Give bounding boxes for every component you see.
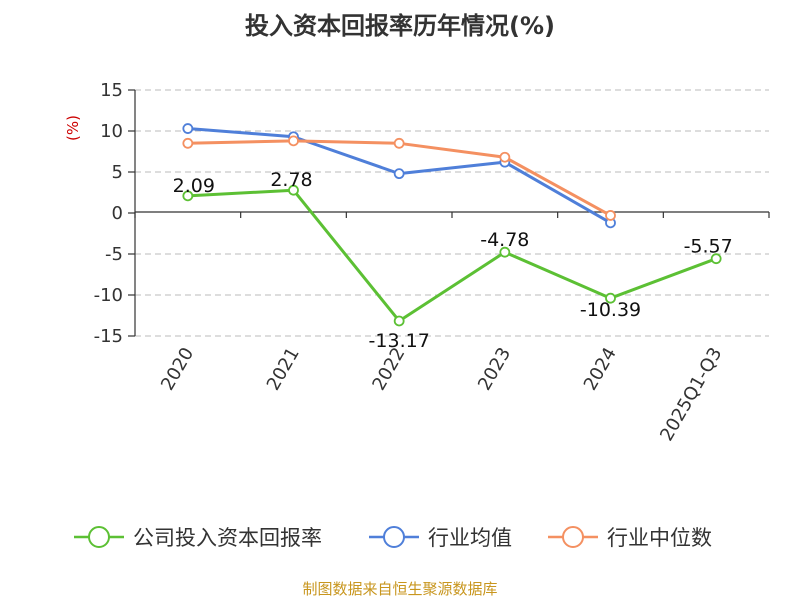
legend-marker-icon xyxy=(562,526,584,548)
data-label: -10.39 xyxy=(580,299,641,321)
data-label: -13.17 xyxy=(369,330,430,352)
legend-marker-icon xyxy=(383,526,405,548)
data-label-layer: 2.09 2.78 -13.17 -4.78 -10.39 -5.57 xyxy=(173,169,733,352)
legend-label: 行业均值 xyxy=(428,526,512,550)
x-tick-label: 2024 xyxy=(580,344,621,394)
data-point xyxy=(182,190,194,202)
y-axis-unit-label: (%) xyxy=(64,115,82,141)
data-point xyxy=(393,137,405,149)
data-point xyxy=(605,210,616,221)
data-point xyxy=(393,168,405,180)
legend-item[interactable]: 行业均值 xyxy=(369,526,512,550)
y-tick-label: 0 xyxy=(112,203,123,224)
data-point xyxy=(499,151,511,163)
data-point xyxy=(605,292,616,304)
legend-label: 行业中位数 xyxy=(607,526,712,550)
data-point xyxy=(710,253,722,265)
x-tick-label: 2025Q1-Q3 xyxy=(656,344,726,445)
data-point xyxy=(288,135,299,147)
y-tick-label: 10 xyxy=(100,121,123,142)
legend-marker-icon xyxy=(88,526,110,548)
x-tick-label: 2023 xyxy=(474,344,515,394)
x-tick-label: 2021 xyxy=(263,344,304,394)
data-point xyxy=(288,184,299,196)
series-2 xyxy=(182,135,616,221)
legend-item[interactable]: 行业中位数 xyxy=(548,526,712,550)
y-tick-label: 5 xyxy=(112,162,123,183)
data-point xyxy=(499,246,511,258)
series-0 xyxy=(182,184,722,327)
chart-title: 投入资本回报率历年情况(%) xyxy=(245,12,555,40)
legend-label: 公司投入资本回报率 xyxy=(133,526,322,550)
y-tick-label: -10 xyxy=(94,285,123,306)
data-label: -5.57 xyxy=(684,236,733,258)
y-tick-label: 15 xyxy=(100,80,123,101)
data-label: 2.78 xyxy=(270,169,312,191)
data-label: 2.09 xyxy=(173,175,215,197)
x-tick-label: 2020 xyxy=(157,344,198,394)
data-point xyxy=(393,315,405,327)
data-point xyxy=(182,137,194,149)
legend[interactable]: 公司投入资本回报率 行业均值 行业中位数 xyxy=(74,526,712,550)
data-label: -4.78 xyxy=(480,229,529,251)
y-tick-label: -5 xyxy=(105,244,123,265)
data-point xyxy=(182,123,194,134)
series-line xyxy=(187,188,717,323)
series-layer xyxy=(182,123,722,327)
legend-item[interactable]: 公司投入资本回报率 xyxy=(74,526,322,550)
grid xyxy=(135,89,769,337)
y-tick-label: -15 xyxy=(94,326,123,347)
source-note: 制图数据来自恒生聚源数据库 xyxy=(302,580,497,598)
